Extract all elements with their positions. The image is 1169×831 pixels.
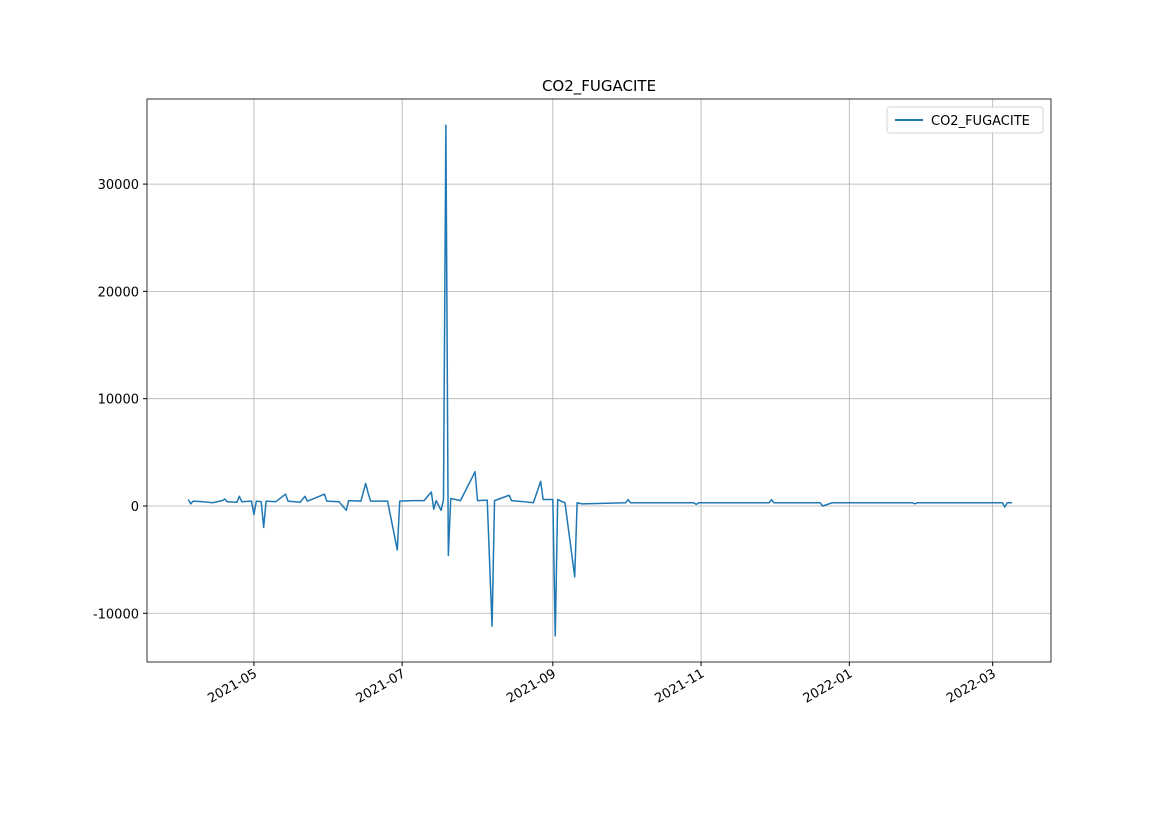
legend-label: CO2_FUGACITE	[931, 114, 1030, 129]
line-series	[187, 124, 1013, 637]
y-tick-label: 0	[131, 500, 139, 515]
y-tick-label: -10000	[93, 607, 139, 622]
y-tick-label: 20000	[98, 285, 139, 300]
x-tick-label: 2021-05	[205, 666, 260, 706]
x-tick-label: 2022-03	[944, 666, 999, 706]
y-tick-label: 10000	[98, 393, 139, 408]
chart-title: CO2_FUGACITE	[542, 77, 656, 96]
legend: CO2_FUGACITE	[886, 106, 1044, 134]
plot-frame	[146, 98, 1052, 663]
x-tick-label: 2022-01	[801, 666, 856, 706]
x-tick-label: 2021-09	[504, 666, 559, 706]
x-tick-label: 2021-11	[653, 666, 708, 706]
x-tick-label: 2021-07	[354, 666, 409, 706]
y-tick-label: 30000	[98, 178, 139, 193]
legend-box	[886, 106, 1044, 134]
